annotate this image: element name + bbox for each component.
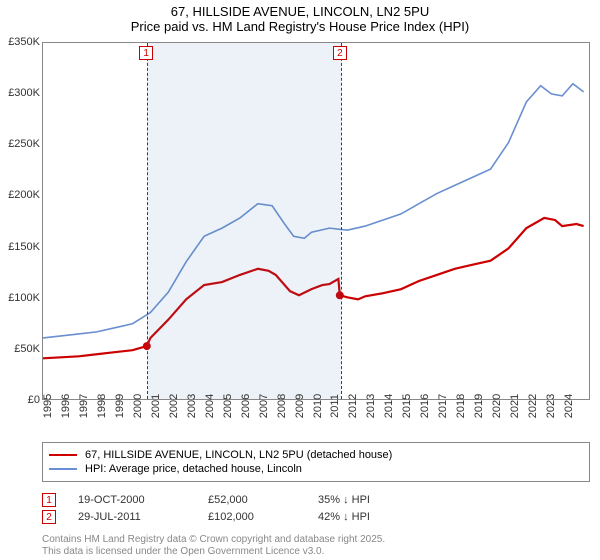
x-tick-label: 2014: [383, 394, 395, 418]
x-tick-label: 2017: [437, 394, 449, 418]
x-tick-label: 2020: [491, 394, 503, 418]
x-tick-label: 2003: [186, 394, 198, 418]
legend-row-property: 67, HILLSIDE AVENUE, LINCOLN, LN2 5PU (d…: [49, 449, 583, 461]
shaded-band: [147, 43, 341, 399]
x-tick-label: 1998: [96, 394, 108, 418]
x-tick-label: 1999: [114, 394, 126, 418]
legend-swatch-hpi: [49, 468, 77, 470]
y-tick-label: £250K: [0, 138, 40, 150]
legend-box: 67, HILLSIDE AVENUE, LINCOLN, LN2 5PU (d…: [42, 442, 590, 482]
sale-date: 29-JUL-2011: [78, 511, 208, 523]
event-marker-badge: 1: [139, 46, 153, 60]
sale-badge: 1: [42, 493, 56, 507]
x-tick-label: 2016: [419, 394, 431, 418]
x-tick-label: 2004: [204, 394, 216, 418]
plot-area: [42, 42, 590, 400]
x-tick-label: 1996: [60, 394, 72, 418]
x-tick-label: 2006: [240, 394, 252, 418]
x-tick-label: 2002: [168, 394, 180, 418]
x-tick-label: 2000: [132, 394, 144, 418]
sale-delta: 42% ↓ HPI: [318, 511, 438, 523]
footer: Contains HM Land Registry data © Crown c…: [42, 534, 385, 557]
sale-price: £102,000: [208, 511, 318, 523]
x-tick-label: 2005: [222, 394, 234, 418]
y-tick-label: £200K: [0, 189, 40, 201]
legend-label-property: 67, HILLSIDE AVENUE, LINCOLN, LN2 5PU (d…: [85, 449, 392, 461]
x-tick-label: 1997: [78, 394, 90, 418]
event-marker-badge: 2: [333, 46, 347, 60]
sale-badge: 2: [42, 510, 56, 524]
title-block: 67, HILLSIDE AVENUE, LINCOLN, LN2 5PU Pr…: [0, 0, 600, 36]
sale-delta: 35% ↓ HPI: [318, 494, 438, 506]
title-line-1: 67, HILLSIDE AVENUE, LINCOLN, LN2 5PU: [0, 4, 600, 19]
x-tick-label: 2012: [347, 394, 359, 418]
sales-block: 1 19-OCT-2000£52,00035% ↓ HPI 2 29-JUL-2011…: [42, 490, 438, 527]
sale-price: £52,000: [208, 494, 318, 506]
x-tick-label: 2018: [455, 394, 467, 418]
x-tick-label: 1995: [42, 394, 54, 418]
x-tick-label: 2023: [545, 394, 557, 418]
sale-row: 1 19-OCT-2000£52,00035% ↓ HPI: [42, 493, 438, 507]
chart-container: 67, HILLSIDE AVENUE, LINCOLN, LN2 5PU Pr…: [0, 0, 600, 560]
y-tick-label: £100K: [0, 292, 40, 304]
x-tick-label: 2011: [329, 394, 341, 418]
legend-row-hpi: HPI: Average price, detached house, Linc…: [49, 463, 583, 475]
sale-date: 19-OCT-2000: [78, 494, 208, 506]
x-tick-label: 2007: [258, 394, 270, 418]
event-marker-line: [147, 43, 148, 399]
y-tick-label: £350K: [0, 36, 40, 48]
x-tick-label: 2013: [365, 394, 377, 418]
y-tick-label: £150K: [0, 241, 40, 253]
y-tick-label: £300K: [0, 87, 40, 99]
footer-line-2: This data is licensed under the Open Gov…: [42, 546, 385, 558]
footer-line-1: Contains HM Land Registry data © Crown c…: [42, 534, 385, 546]
x-tick-label: 2019: [473, 394, 485, 418]
y-tick-label: £0: [0, 394, 40, 406]
x-tick-label: 2009: [294, 394, 306, 418]
x-tick-label: 2024: [563, 394, 575, 418]
sale-row: 2 29-JUL-2011£102,00042% ↓ HPI: [42, 510, 438, 524]
y-tick-label: £50K: [0, 343, 40, 355]
x-tick-label: 2022: [527, 394, 539, 418]
title-line-2: Price paid vs. HM Land Registry's House …: [0, 19, 600, 34]
x-tick-label: 2015: [401, 394, 413, 418]
x-tick-label: 2008: [276, 394, 288, 418]
event-marker-line: [341, 43, 342, 399]
x-tick-label: 2010: [312, 394, 324, 418]
legend-label-hpi: HPI: Average price, detached house, Linc…: [85, 463, 302, 475]
x-tick-label: 2021: [509, 394, 521, 418]
x-tick-label: 2001: [150, 394, 162, 418]
legend-swatch-property: [49, 454, 77, 456]
